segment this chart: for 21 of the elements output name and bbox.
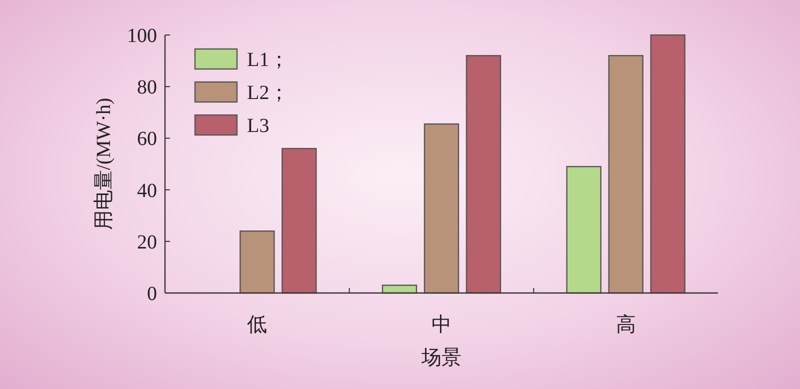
y-tick-label: 100 [127,25,157,47]
y-axis-title: 用电量/(MW·h) [93,98,115,230]
x-tick-label: 低 [247,314,268,336]
x-axis-title: 场景 [420,347,462,369]
bar [608,55,644,294]
bar [240,230,275,294]
bar [650,34,686,294]
bar [424,123,460,294]
y-tick-label: 80 [137,76,157,99]
y-tick-label: 40 [137,180,157,202]
bar [466,55,502,294]
legend-label: L1； [247,49,290,71]
legend-label: L3 [247,115,270,137]
y-tick-label: 0 [147,283,157,305]
bar [282,148,317,294]
legend-label: L2； [247,82,290,104]
y-tick-label: 20 [137,231,157,254]
x-tick-label: 高 [616,313,636,336]
y-tick-label: 60 [137,128,157,150]
x-tick-label: 中 [432,314,452,336]
bar [566,166,602,294]
